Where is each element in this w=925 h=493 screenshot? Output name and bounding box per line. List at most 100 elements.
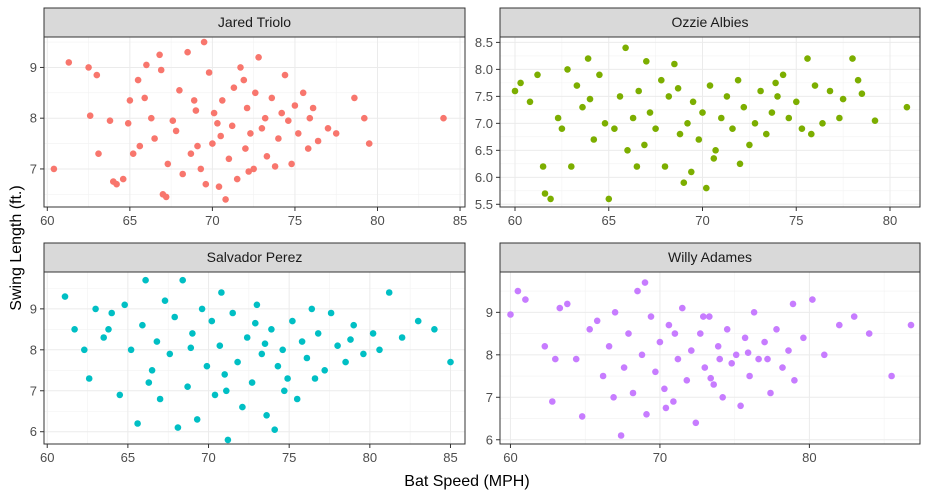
data-point [616, 93, 624, 100]
data-point [233, 175, 241, 183]
data-point [750, 309, 758, 316]
data-point [205, 69, 213, 76]
data-point [314, 330, 322, 337]
data-point [605, 195, 613, 203]
facet-strip-label: Salvador Perez [207, 249, 303, 265]
data-point [586, 326, 593, 333]
data-point [274, 362, 282, 370]
data-point [247, 130, 254, 137]
data-point [284, 375, 291, 382]
x-tick-label: 80 [883, 213, 897, 228]
data-point [161, 297, 169, 305]
data-point [658, 76, 665, 84]
data-point [126, 97, 134, 104]
data-point [105, 326, 112, 333]
data-point [723, 326, 731, 333]
data-point [414, 317, 422, 325]
data-point [237, 64, 244, 71]
data-point [351, 94, 358, 102]
data-point [148, 114, 155, 122]
data-point [252, 319, 259, 327]
data-point [643, 411, 650, 418]
data-point [281, 71, 289, 79]
data-point [684, 120, 691, 127]
data-point [772, 79, 779, 87]
data-point [217, 132, 224, 140]
x-tick-label: 70 [201, 450, 215, 465]
data-point [633, 163, 641, 170]
data-point [65, 59, 73, 66]
data-point [768, 109, 776, 116]
data-point [275, 135, 282, 142]
y-tick-label: 7 [30, 383, 37, 398]
data-point [121, 301, 128, 309]
data-point [511, 87, 519, 95]
data-point [221, 371, 228, 378]
y-tick-label: 7.5 [475, 89, 493, 104]
data-point [278, 109, 286, 117]
x-tick-label: 85 [443, 450, 457, 465]
data-point [245, 168, 252, 175]
plot-background [500, 272, 920, 444]
data-point [764, 355, 771, 363]
data-point [248, 379, 256, 386]
data-point [263, 412, 270, 419]
x-tick-label: 75 [288, 213, 302, 228]
data-point [189, 330, 196, 337]
data-point [124, 120, 132, 127]
x-tick-label: 70 [653, 450, 667, 465]
data-point [656, 338, 664, 346]
data-point [261, 114, 269, 122]
data-point [202, 180, 210, 188]
data-point [100, 334, 107, 341]
panel-border [43, 271, 466, 445]
data-point [171, 313, 178, 321]
data-point [629, 389, 637, 397]
data-point [716, 355, 723, 363]
data-point [635, 87, 642, 95]
y-tick-label: 8.0 [475, 62, 493, 77]
data-point [746, 141, 753, 149]
data-point [680, 179, 688, 186]
data-point [641, 141, 648, 149]
facet-panel: Jared Triolo 60 65 70 75 80 85 7 8 9 [30, 7, 467, 228]
data-point [564, 66, 571, 73]
y-tick-label: 9 [486, 305, 493, 320]
x-axis-title: Bat Speed (MPH) [404, 473, 529, 490]
data-point [707, 374, 714, 382]
data-point [447, 358, 454, 366]
data-point [369, 330, 377, 337]
data-point [793, 98, 800, 106]
data-point [271, 163, 279, 170]
data-point [652, 125, 659, 132]
data-point [767, 389, 774, 397]
data-point [763, 130, 770, 138]
x-tick-label: 80 [802, 450, 816, 465]
data-point [156, 395, 164, 403]
data-point [228, 122, 236, 130]
data-point [219, 97, 226, 104]
panel-border [499, 36, 921, 208]
data-point [252, 89, 259, 97]
facet-strip-label: Willy Adames [668, 249, 752, 265]
data-point [327, 309, 335, 317]
data-point [854, 76, 862, 84]
data-point [839, 95, 847, 103]
data-point [586, 95, 594, 103]
data-point [779, 71, 787, 79]
data-point [261, 340, 269, 348]
data-point [172, 127, 180, 135]
data-point [139, 321, 146, 329]
data-point [634, 287, 641, 295]
data-point [625, 330, 632, 337]
y-tick-label: 6.5 [475, 143, 493, 158]
data-point [526, 98, 534, 106]
data-point [309, 104, 317, 112]
data-point [311, 375, 319, 382]
data-point [271, 426, 279, 434]
data-point [314, 137, 322, 145]
x-tick-label: 85 [453, 213, 467, 228]
data-point [706, 313, 713, 320]
data-point [703, 184, 710, 192]
